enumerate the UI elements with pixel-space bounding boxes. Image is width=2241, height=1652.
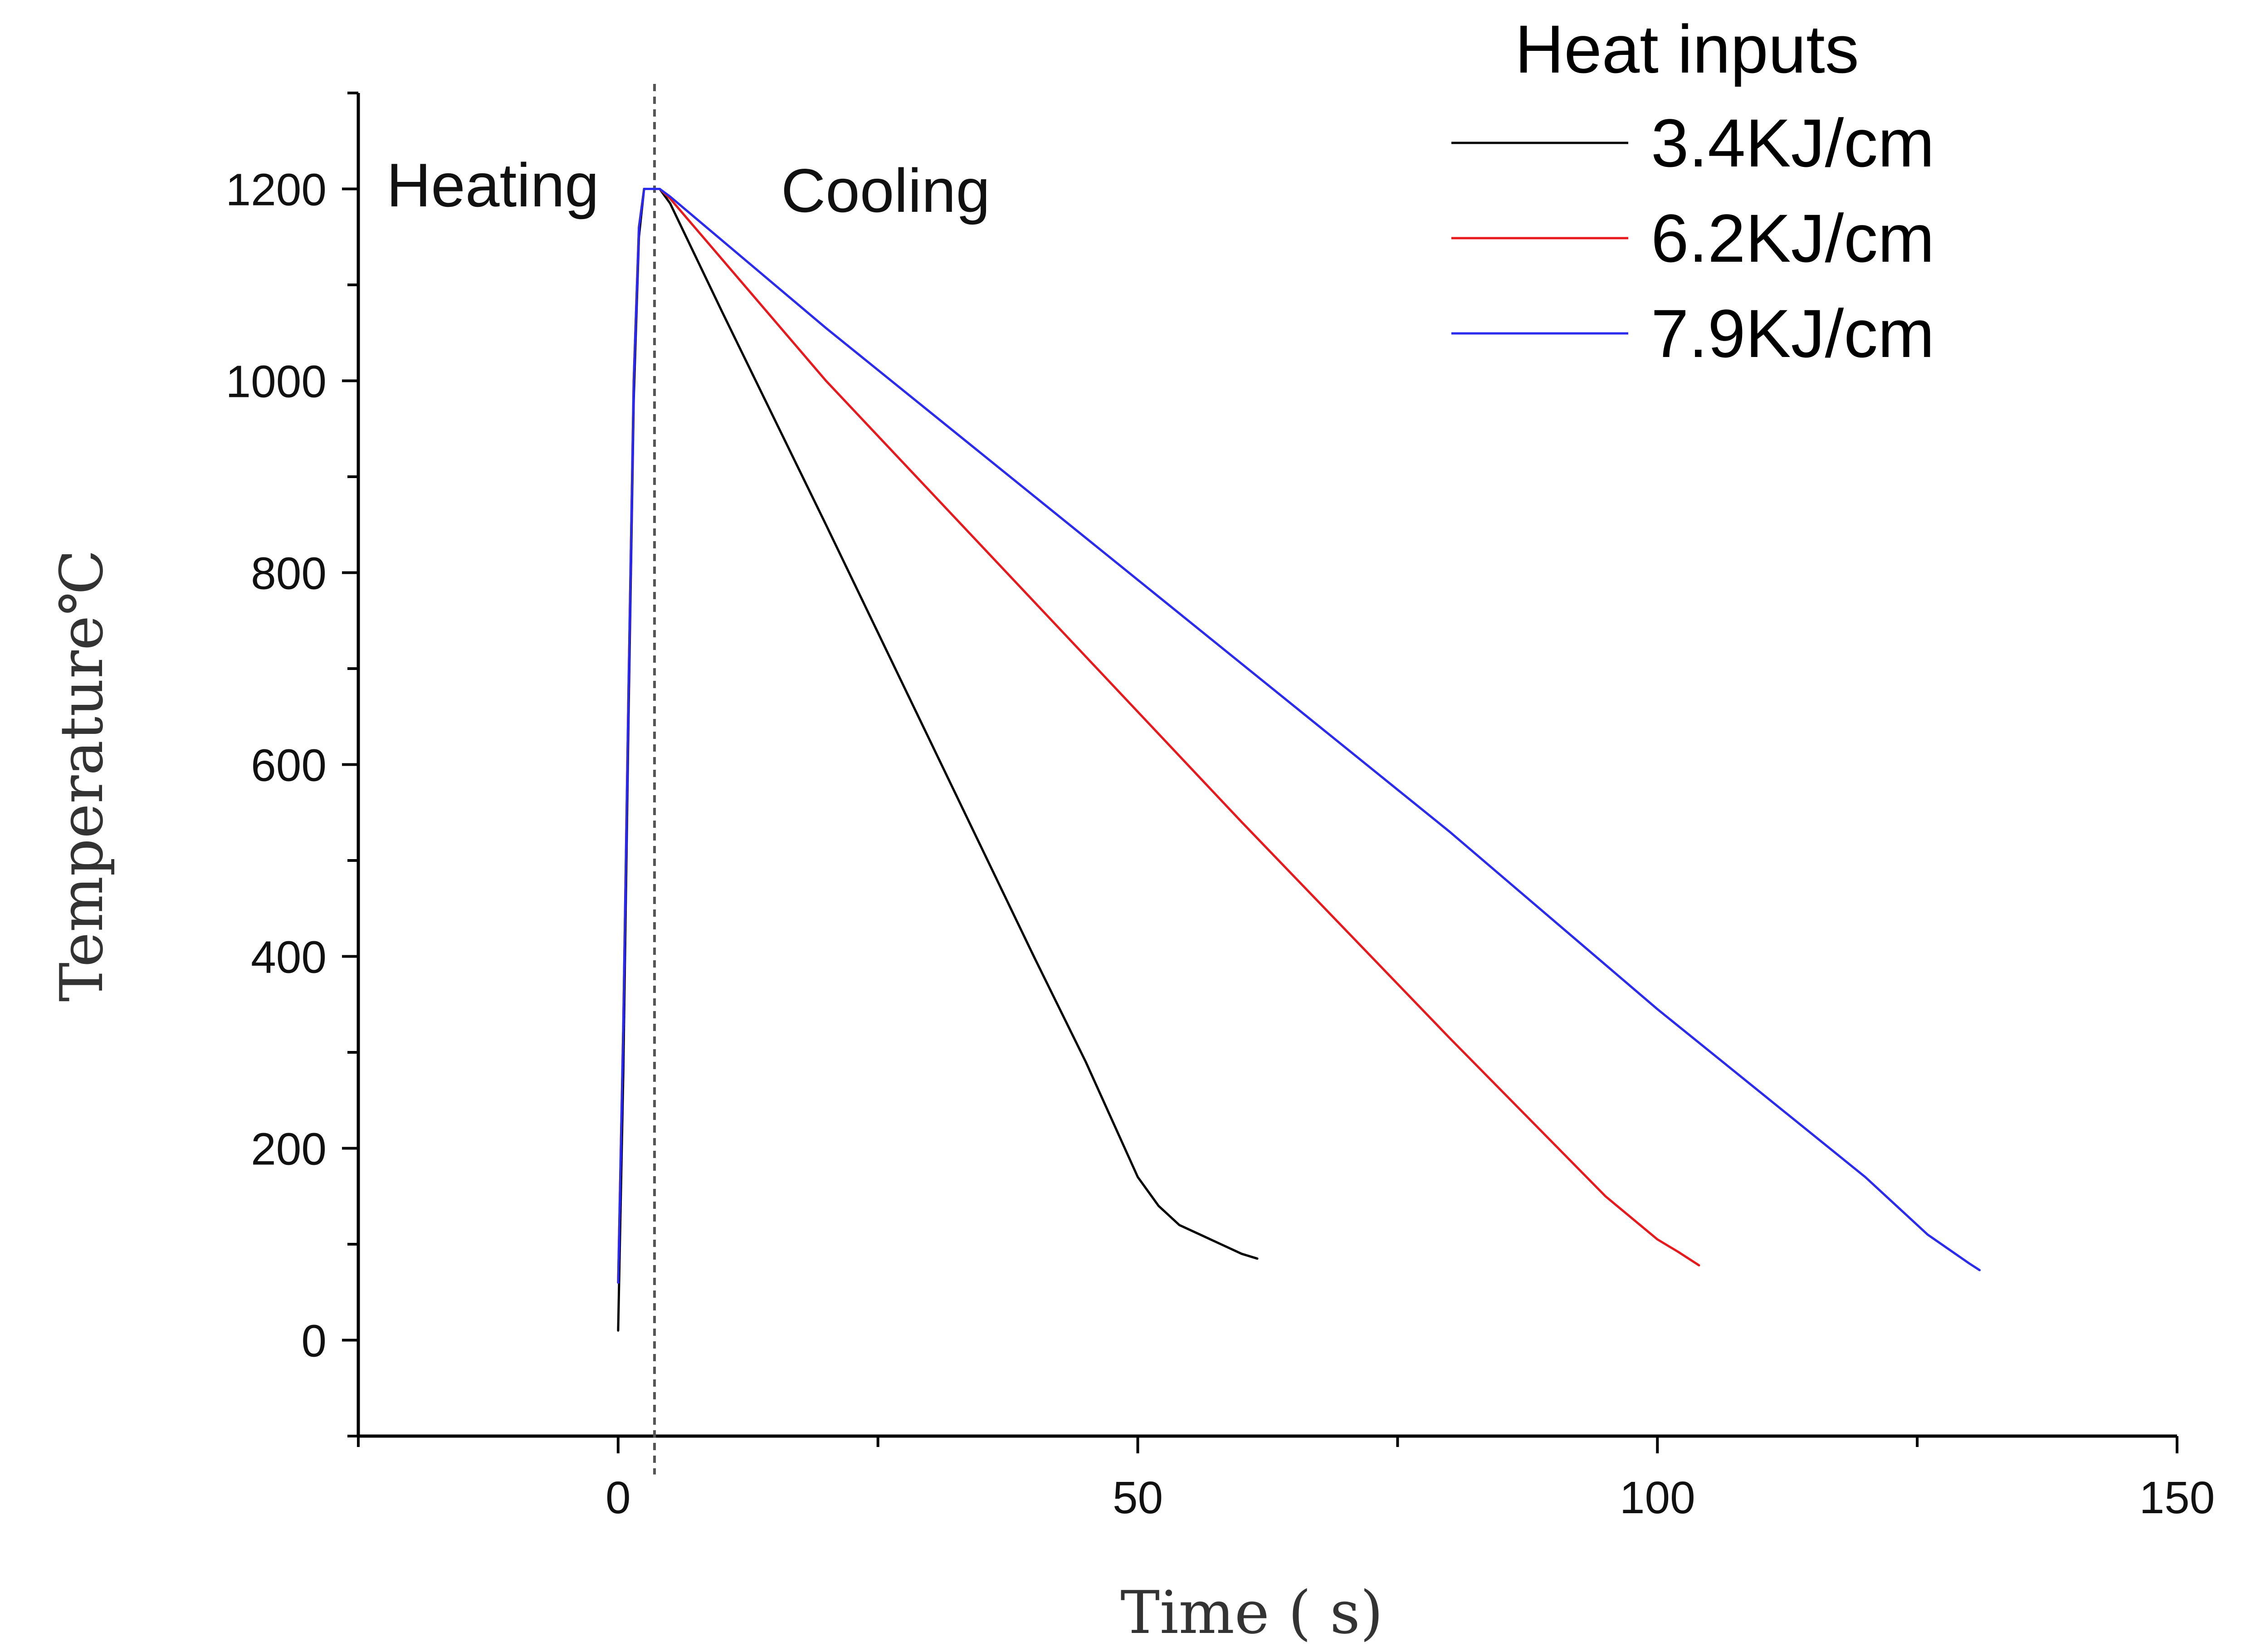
y-tick-label: 1000 (226, 357, 327, 407)
legend: Heat inputs 3.4KJ/cm 6.2KJ/cm 7.9KJ/cm (1451, 11, 1934, 371)
y-tick-label: 800 (251, 548, 327, 599)
heating-annotation: Heating (386, 151, 599, 220)
legend-label-1: 3.4KJ/cm (1651, 105, 1934, 181)
x-ticks: 0 50 100 150 (357, 1436, 2215, 1523)
y-axis-title: Temperature℃ (47, 549, 116, 1002)
series-line-2 (617, 188, 1700, 1284)
x-tick-label: 150 (2139, 1472, 2215, 1523)
y-tick-label: 600 (251, 740, 327, 791)
x-tick-label: 0 (605, 1472, 631, 1523)
x-tick-label: 100 (1620, 1472, 1695, 1523)
axes (356, 93, 2177, 1438)
y-tick-label: 0 (301, 1316, 327, 1367)
x-tick-label: 50 (1113, 1472, 1163, 1523)
series-group (617, 188, 1981, 1332)
series-line-1 (617, 188, 1259, 1332)
y-tick-label: 1200 (226, 165, 327, 215)
x-axis-title: Time ( s) (1120, 1578, 1383, 1647)
legend-label-3: 7.9KJ/cm (1651, 295, 1934, 371)
y-ticks: 0 200 400 600 800 1000 1200 (226, 92, 358, 1437)
cooling-annotation: Cooling (781, 156, 990, 225)
y-tick-label: 400 (251, 932, 327, 983)
legend-label-2: 6.2KJ/cm (1651, 200, 1934, 276)
y-tick-label: 200 (251, 1124, 327, 1175)
legend-title: Heat inputs (1515, 11, 1859, 87)
series-line-3 (617, 188, 1981, 1284)
